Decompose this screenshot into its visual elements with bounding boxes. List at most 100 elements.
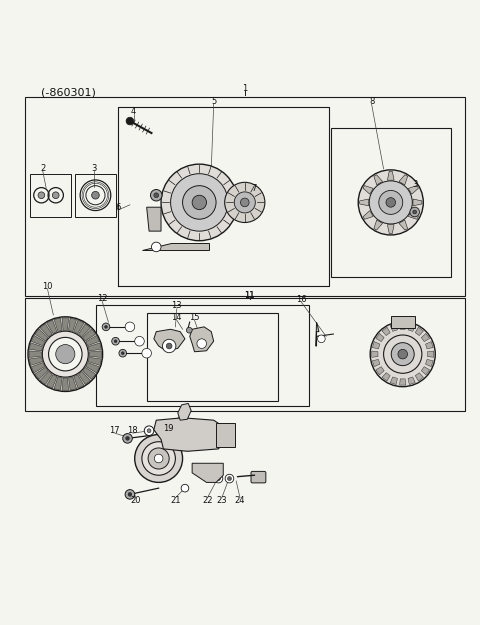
Polygon shape <box>192 463 223 482</box>
Polygon shape <box>88 343 101 351</box>
Polygon shape <box>408 324 415 331</box>
Circle shape <box>135 434 182 482</box>
Polygon shape <box>400 323 406 329</box>
Polygon shape <box>147 208 161 231</box>
Bar <box>75 174 116 217</box>
Polygon shape <box>190 327 214 352</box>
Circle shape <box>154 193 158 198</box>
Circle shape <box>220 429 231 440</box>
FancyBboxPatch shape <box>251 471 266 483</box>
Circle shape <box>234 192 255 213</box>
Circle shape <box>398 349 408 359</box>
Polygon shape <box>47 320 57 334</box>
Circle shape <box>225 182 265 222</box>
Circle shape <box>197 339 206 348</box>
Polygon shape <box>425 342 433 349</box>
Circle shape <box>112 338 120 345</box>
Polygon shape <box>35 329 48 341</box>
Polygon shape <box>31 336 45 346</box>
Circle shape <box>384 335 422 373</box>
Circle shape <box>225 474 234 483</box>
Circle shape <box>379 191 403 214</box>
Polygon shape <box>29 343 43 351</box>
Polygon shape <box>421 333 430 342</box>
Bar <box>96 306 310 406</box>
Circle shape <box>161 164 238 241</box>
Circle shape <box>48 338 82 371</box>
Text: 20: 20 <box>131 496 141 504</box>
Polygon shape <box>408 186 419 194</box>
Text: 7: 7 <box>252 184 257 192</box>
Circle shape <box>155 454 163 462</box>
Circle shape <box>369 181 412 224</box>
Circle shape <box>128 492 132 496</box>
Circle shape <box>126 436 130 440</box>
Text: 11: 11 <box>244 291 255 300</box>
Text: 17: 17 <box>109 426 120 435</box>
Bar <box>24 97 465 296</box>
Circle shape <box>166 343 172 349</box>
Text: 18: 18 <box>128 426 138 435</box>
Circle shape <box>318 335 325 342</box>
Circle shape <box>391 342 414 366</box>
Circle shape <box>240 198 249 207</box>
Polygon shape <box>88 357 101 366</box>
Circle shape <box>186 328 192 333</box>
Polygon shape <box>29 351 41 358</box>
Text: 2: 2 <box>40 164 46 173</box>
Circle shape <box>370 322 435 387</box>
Text: 10: 10 <box>42 282 53 291</box>
Circle shape <box>192 195 206 209</box>
Circle shape <box>224 432 228 436</box>
Polygon shape <box>86 336 99 346</box>
Text: (-860301): (-860301) <box>41 88 96 98</box>
Polygon shape <box>387 171 394 180</box>
Polygon shape <box>178 403 191 420</box>
Polygon shape <box>360 199 369 206</box>
Polygon shape <box>83 368 96 379</box>
Polygon shape <box>79 371 90 384</box>
Polygon shape <box>74 320 84 334</box>
Bar <box>331 128 451 277</box>
Polygon shape <box>391 316 415 328</box>
Circle shape <box>142 442 175 475</box>
Text: 21: 21 <box>170 496 180 504</box>
Polygon shape <box>69 318 76 331</box>
Polygon shape <box>62 378 69 391</box>
Polygon shape <box>54 377 62 390</box>
Polygon shape <box>399 175 408 185</box>
Polygon shape <box>408 377 415 384</box>
Polygon shape <box>415 328 423 336</box>
Polygon shape <box>363 186 373 194</box>
Circle shape <box>181 484 189 492</box>
Text: 15: 15 <box>189 312 200 322</box>
Text: 24: 24 <box>235 496 245 504</box>
Bar <box>30 174 71 217</box>
Circle shape <box>125 489 135 499</box>
Circle shape <box>125 322 135 332</box>
Polygon shape <box>390 377 397 384</box>
Polygon shape <box>376 333 384 342</box>
Polygon shape <box>74 374 84 388</box>
Polygon shape <box>390 324 397 331</box>
Circle shape <box>28 317 103 391</box>
Polygon shape <box>31 362 45 372</box>
Polygon shape <box>421 367 430 375</box>
Polygon shape <box>89 351 102 358</box>
Text: 13: 13 <box>171 301 182 310</box>
Polygon shape <box>374 220 383 230</box>
Polygon shape <box>154 418 226 451</box>
Polygon shape <box>425 359 433 367</box>
Circle shape <box>413 210 417 214</box>
Polygon shape <box>408 211 419 219</box>
Text: 3: 3 <box>91 164 96 173</box>
Polygon shape <box>142 243 209 250</box>
Circle shape <box>386 198 396 208</box>
Circle shape <box>105 326 108 328</box>
Polygon shape <box>374 175 383 185</box>
Circle shape <box>182 186 216 219</box>
Text: 19: 19 <box>163 424 173 433</box>
Circle shape <box>148 448 169 469</box>
Circle shape <box>119 349 127 357</box>
Text: 23: 23 <box>216 496 227 504</box>
